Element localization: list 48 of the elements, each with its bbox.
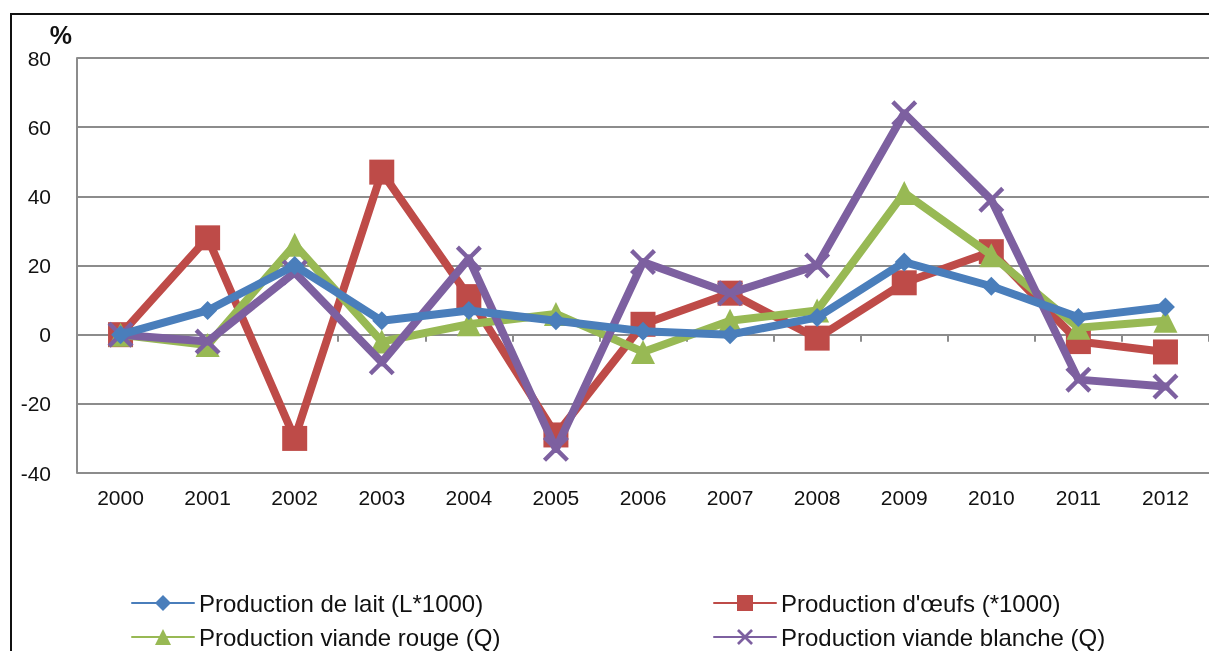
- point: [630, 249, 656, 276]
- y-tick-label: 20: [27, 254, 51, 277]
- x-tick-label: 2002: [271, 486, 319, 509]
- legend-label: Production viande rouge (Q): [199, 623, 501, 651]
- point: [804, 325, 830, 351]
- x-tick-label: 2000: [97, 486, 144, 509]
- point: [631, 339, 655, 364]
- y-tick-label: 80: [27, 46, 51, 70]
- point: [198, 300, 218, 320]
- y-tick-label: 60: [27, 115, 51, 139]
- point: [891, 100, 918, 127]
- x-tick-label: 2005: [532, 486, 580, 509]
- x-tick-label: 2007: [706, 486, 754, 509]
- point: [981, 276, 1001, 296]
- point: [1068, 307, 1088, 327]
- point: [892, 180, 917, 205]
- y-tick-label: -20: [20, 392, 51, 416]
- y-tick-label: 40: [27, 184, 51, 208]
- x-tick-label: 2004: [445, 486, 493, 509]
- point: [369, 159, 395, 185]
- legend-label: Production viande blanche (Q): [781, 623, 1106, 651]
- point: [542, 435, 569, 462]
- point: [1065, 366, 1092, 393]
- legend-label: Production de lait (L*1000): [199, 589, 484, 617]
- point: [894, 252, 914, 272]
- point: [1152, 339, 1178, 365]
- x-tick-label: 2001: [184, 486, 231, 509]
- x-tick-label: 2010: [967, 486, 1015, 509]
- y-axis-title: %: [49, 21, 72, 50]
- point: [1152, 373, 1179, 400]
- point: [282, 425, 308, 451]
- point: [804, 252, 831, 279]
- point: [459, 300, 479, 320]
- x-tick-label: 2011: [1055, 486, 1101, 509]
- point: [455, 245, 482, 272]
- point: [195, 225, 221, 251]
- x-tick-label: 2003: [358, 486, 406, 509]
- point: [891, 270, 917, 296]
- point: [807, 307, 827, 327]
- legend-label: Production d'œufs (*1000): [781, 589, 1061, 617]
- point: [194, 328, 221, 355]
- x-tick-label: 2012: [1142, 486, 1189, 509]
- point: [978, 186, 1005, 213]
- y-tick-label: -40: [20, 461, 51, 485]
- x-tick-label: 2006: [619, 486, 667, 509]
- x-tick-label: 2009: [880, 486, 928, 509]
- x-tick-label: 2008: [793, 486, 841, 509]
- y-tick-label: 0: [39, 323, 51, 347]
